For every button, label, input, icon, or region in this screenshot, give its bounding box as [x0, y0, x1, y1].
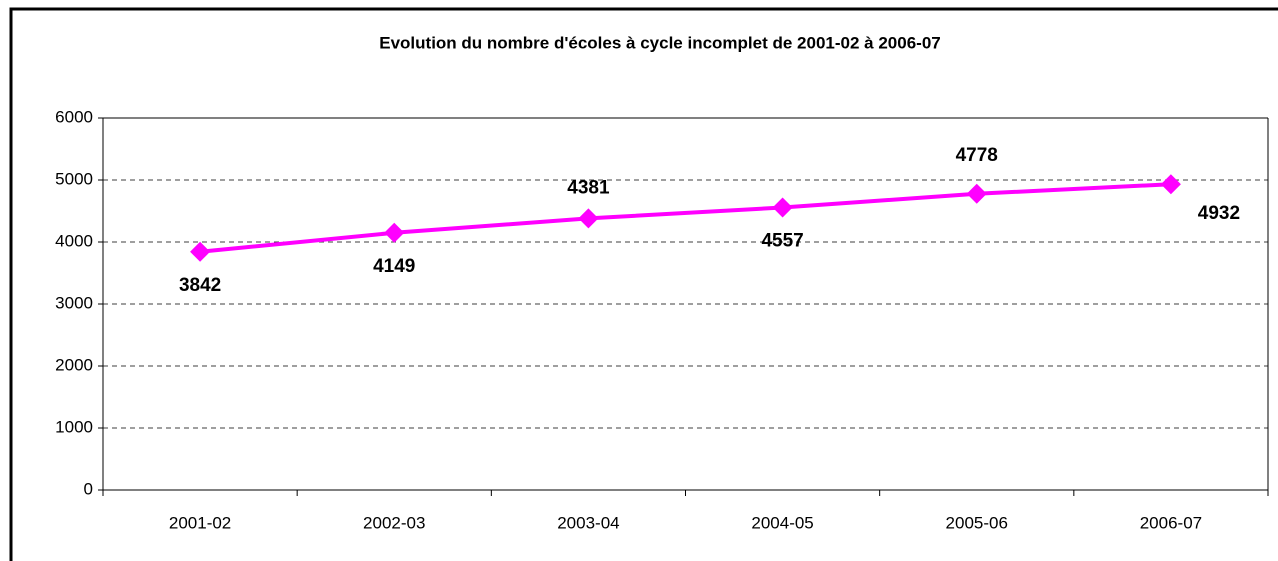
- x-tick-label: 2001-02: [169, 513, 231, 532]
- x-tick-label: 2002-03: [363, 513, 425, 532]
- y-tick-label: 4000: [55, 231, 93, 250]
- data-label: 4778: [956, 145, 998, 166]
- data-point: [1160, 174, 1181, 195]
- y-tick-label: 6000: [55, 107, 93, 126]
- data-line: [199, 182, 1172, 254]
- y-tick-label: 1000: [55, 417, 93, 436]
- data-label: 4557: [761, 230, 803, 251]
- y-tick-label: 0: [84, 479, 93, 498]
- data-label: 4149: [373, 256, 415, 277]
- x-tick-label: 2006-07: [1140, 513, 1202, 532]
- data-label: 4381: [567, 177, 610, 198]
- data-point: [772, 197, 793, 218]
- data-label: 4932: [1198, 203, 1240, 224]
- data-point: [966, 183, 987, 204]
- data-label: 3842: [179, 275, 221, 296]
- chart-title: Evolution du nombre d'écoles à cycle inc…: [379, 33, 940, 52]
- x-tick-label: 2005-06: [946, 513, 1008, 532]
- y-tick-label: 5000: [55, 169, 93, 188]
- data-point: [190, 241, 211, 262]
- chart-frame: [9, 7, 1278, 561]
- x-tick-label: 2004-05: [751, 513, 813, 532]
- data-point: [578, 208, 599, 229]
- data-point: [384, 222, 405, 243]
- x-tick-label: 2003-04: [557, 513, 619, 532]
- y-tick-label: 2000: [55, 355, 93, 374]
- y-tick-label: 3000: [55, 293, 93, 312]
